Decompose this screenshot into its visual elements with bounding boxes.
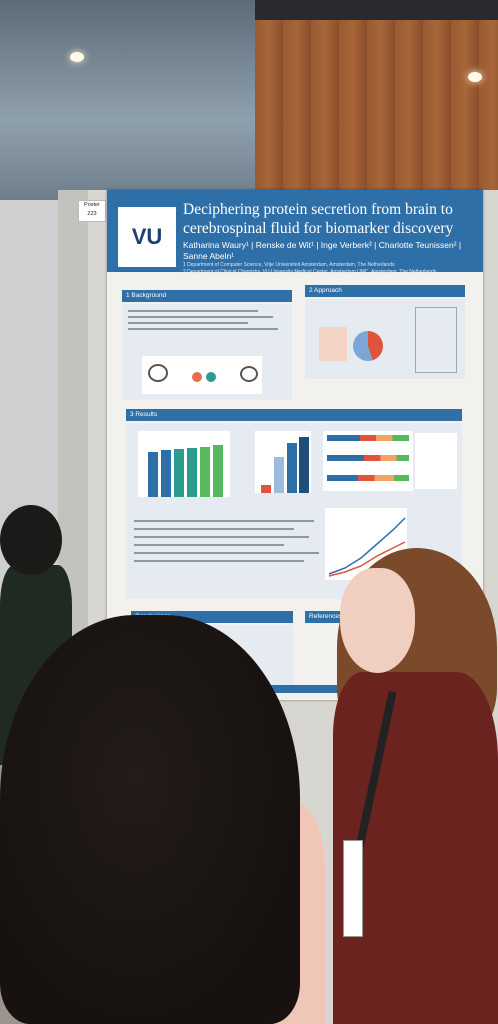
data-box xyxy=(319,327,347,361)
name-badge xyxy=(343,840,363,937)
poster-affiliation-1: 1 Department of Computer Science, Vrije … xyxy=(183,262,395,268)
chart-bar xyxy=(200,447,210,497)
ceiling-light xyxy=(468,72,482,82)
stacked-bar xyxy=(327,455,409,461)
results-bar-chart xyxy=(255,431,311,493)
brain-icon xyxy=(148,364,168,382)
chart-bar xyxy=(287,443,297,493)
stacked-bar xyxy=(327,435,409,441)
person-head xyxy=(0,505,62,575)
stacked-bar xyxy=(327,475,409,481)
chart-bar xyxy=(274,457,284,493)
chart-bar xyxy=(261,485,271,493)
chart-bar xyxy=(213,445,223,497)
section-approach-heading: 2 Approach xyxy=(305,285,465,297)
results-text xyxy=(134,520,324,568)
protein-icon xyxy=(192,372,202,382)
text-line xyxy=(134,544,284,546)
section-approach xyxy=(305,299,465,379)
glass-window xyxy=(0,0,255,200)
chart-legend xyxy=(415,433,457,489)
wood-wall xyxy=(255,20,498,210)
board-frame xyxy=(58,190,88,640)
vu-logo: VU xyxy=(118,207,176,267)
line-series xyxy=(328,541,406,577)
text-line xyxy=(134,520,314,522)
poster-footer xyxy=(215,685,390,693)
text-line xyxy=(128,322,248,324)
line-chart-svg xyxy=(328,517,406,577)
text-line xyxy=(134,552,319,554)
text-line xyxy=(128,328,278,330)
venn-diagram xyxy=(353,331,383,361)
protein-icon xyxy=(206,372,216,382)
text-line xyxy=(134,528,294,530)
workflow-box xyxy=(415,307,457,373)
section-background-heading: 1 Background xyxy=(122,290,292,302)
chart-bar xyxy=(187,448,197,497)
chart-bar xyxy=(299,437,309,493)
chart-bar xyxy=(161,450,171,497)
text-line xyxy=(134,560,304,562)
poster-title: Deciphering protein secretion from brain… xyxy=(183,201,454,237)
line-series xyxy=(328,517,406,575)
cell-icon xyxy=(240,366,258,382)
poster-number-badge: Poster 223 xyxy=(78,200,106,222)
section-background xyxy=(122,304,292,400)
text-line xyxy=(128,316,273,318)
results-stacked-chart xyxy=(323,431,413,491)
logo-text: VU xyxy=(131,224,163,249)
text-line xyxy=(134,536,309,538)
section-results-heading: 3 Results xyxy=(126,409,462,421)
person-hair xyxy=(0,615,300,1024)
results-bar-chart xyxy=(138,431,230,497)
text-line xyxy=(128,310,258,312)
chart-bar xyxy=(174,449,184,497)
chart-bar xyxy=(148,452,158,497)
ceiling-light xyxy=(70,52,84,62)
poster-affiliation-2: 2 Department of Clinical Chemistry, VU U… xyxy=(183,269,437,275)
brain-diagram xyxy=(142,356,262,394)
presenter-face xyxy=(340,568,415,673)
poster-authors: Katharina Waury¹ | Renske de Wit¹ | Inge… xyxy=(183,240,462,261)
